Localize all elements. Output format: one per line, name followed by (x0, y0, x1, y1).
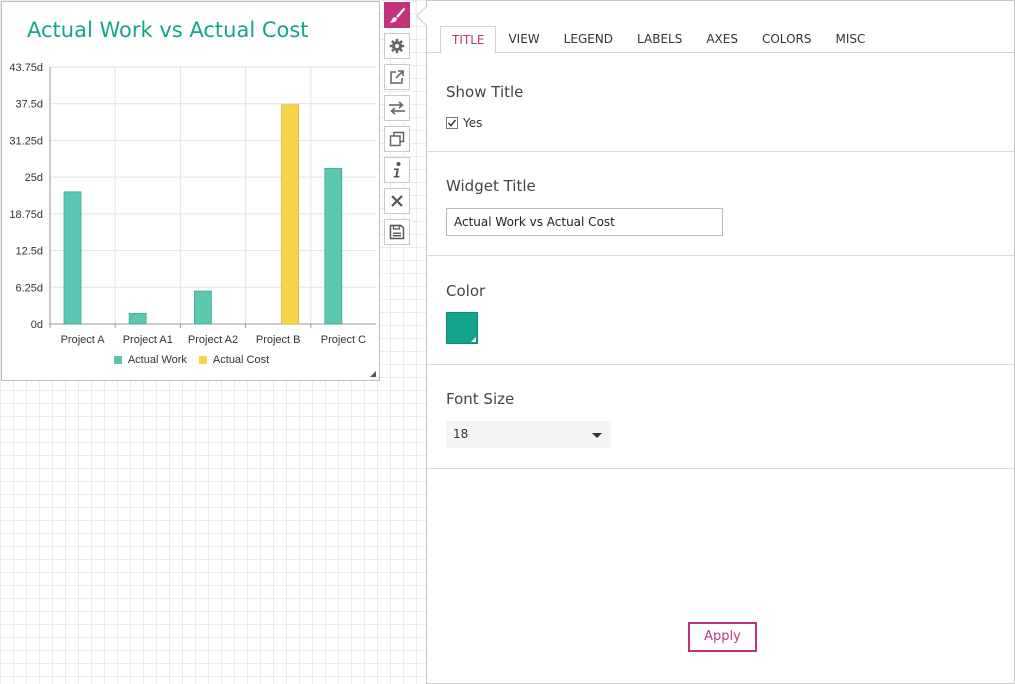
y-tick-label: 37.5d (15, 99, 43, 111)
x-tick-label: Project A1 (123, 334, 173, 346)
apply-button[interactable]: Apply (688, 622, 757, 652)
bar-actual-work (128, 313, 147, 325)
chevron-down-icon (592, 433, 602, 438)
widget-title-label: Widget Title (446, 177, 536, 195)
close-icon (391, 195, 403, 207)
gear-icon (389, 38, 405, 54)
swap-button[interactable] (384, 95, 410, 121)
legend-item-actual-cost[interactable]: Actual Cost (198, 354, 270, 366)
widget-title-input[interactable] (446, 208, 723, 236)
bar-actual-work (193, 290, 212, 325)
y-tick-label: 0d (31, 319, 43, 331)
chart-widget[interactable]: Actual Work vs Actual Cost 0d 6.25d 12.5d 1… (1, 1, 380, 381)
tab-axes[interactable]: AXES (706, 32, 738, 46)
legend-swatch-actual-cost (198, 356, 207, 364)
y-tick-label: 43.75d (9, 62, 43, 74)
open-external-button[interactable] (384, 64, 410, 90)
show-title-checkbox-row[interactable]: Yes (446, 116, 482, 130)
font-size-section: Font Size 18 (427, 365, 1014, 469)
bar-actual-work (324, 167, 343, 325)
tab-labels[interactable]: LABELS (637, 32, 683, 46)
swap-arrows-icon (389, 101, 405, 115)
settings-panel: TITLE VIEW LEGEND LABELS AXES COLORS MIS… (416, 0, 1015, 684)
color-picker-swatch[interactable] (446, 312, 478, 344)
font-size-label: Font Size (446, 390, 515, 408)
y-tick-label: 12.5d (15, 246, 43, 258)
show-title-checkbox[interactable] (446, 117, 458, 129)
settings-button[interactable] (384, 33, 410, 59)
y-tick-label: 18.75d (9, 209, 43, 221)
style-button[interactable] (384, 2, 410, 28)
widget-title-section: Widget Title (427, 152, 1014, 256)
open-external-icon (390, 70, 404, 84)
legend-label-actual-work: Actual Work (127, 354, 187, 366)
x-tick-label: Project A2 (188, 334, 238, 346)
duplicate-button[interactable] (384, 126, 410, 152)
save-button[interactable] (384, 219, 410, 245)
settings-tabs: TITLE VIEW LEGEND LABELS AXES COLORS MIS… (427, 26, 1014, 54)
x-tick-label: Project B (256, 334, 301, 346)
x-tick-label: Project C (321, 334, 366, 346)
font-size-select[interactable]: 18 (446, 421, 611, 448)
color-label: Color (446, 282, 486, 300)
brush-icon (389, 7, 405, 23)
info-button[interactable] (384, 157, 410, 183)
legend-item-actual-work[interactable]: Actual Work (113, 354, 187, 366)
tab-colors[interactable]: COLORS (761, 32, 812, 46)
x-tick-label: Project A (61, 334, 106, 346)
remove-widget-button[interactable] (384, 188, 410, 214)
bar-actual-cost (281, 104, 300, 325)
check-icon (447, 119, 457, 127)
bar-actual-work (63, 191, 82, 325)
save-icon (389, 224, 405, 240)
tab-legend[interactable]: LEGEND (563, 32, 614, 46)
color-picker-corner-icon (471, 337, 476, 342)
y-tick-label: 31.25d (9, 135, 43, 147)
show-title-section: Show Title Yes (427, 53, 1014, 152)
y-tick-label: 6.25d (15, 282, 43, 294)
tab-title[interactable]: TITLE (440, 26, 497, 54)
color-section: Color (427, 256, 1014, 365)
resize-handle[interactable] (370, 371, 376, 377)
show-title-yes-label: Yes (463, 116, 483, 130)
font-size-value: 18 (453, 427, 469, 441)
widget-title: Actual Work vs Actual Cost (27, 18, 309, 42)
show-title-label: Show Title (446, 83, 524, 101)
legend-swatch-actual-work (113, 356, 122, 364)
legend-label-actual-cost: Actual Cost (212, 354, 270, 366)
tab-view[interactable]: VIEW (508, 32, 540, 46)
info-icon (393, 162, 401, 178)
duplicate-icon (389, 131, 405, 147)
widget-toolbar (384, 2, 410, 250)
tab-misc[interactable]: MISC (835, 32, 866, 46)
y-tick-label: 25d (25, 172, 43, 184)
bar-chart: 0d 6.25d 12.5d 18.75d 25d 31.25d 37.5d 43.75d Pr… (9, 62, 376, 346)
chart-legend: Actual Work Actual Cost (2, 354, 381, 366)
panel-pointer (416, 6, 436, 26)
